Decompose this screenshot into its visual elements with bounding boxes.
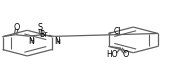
Text: O: O	[122, 50, 129, 59]
Text: HO: HO	[106, 50, 118, 59]
Text: H: H	[55, 39, 60, 45]
Text: O: O	[14, 23, 20, 32]
Text: H: H	[30, 38, 35, 44]
Text: Cl: Cl	[114, 27, 121, 36]
Text: N: N	[29, 37, 35, 46]
Text: Br: Br	[40, 30, 48, 39]
Text: N: N	[54, 37, 60, 46]
Text: S: S	[38, 23, 43, 32]
